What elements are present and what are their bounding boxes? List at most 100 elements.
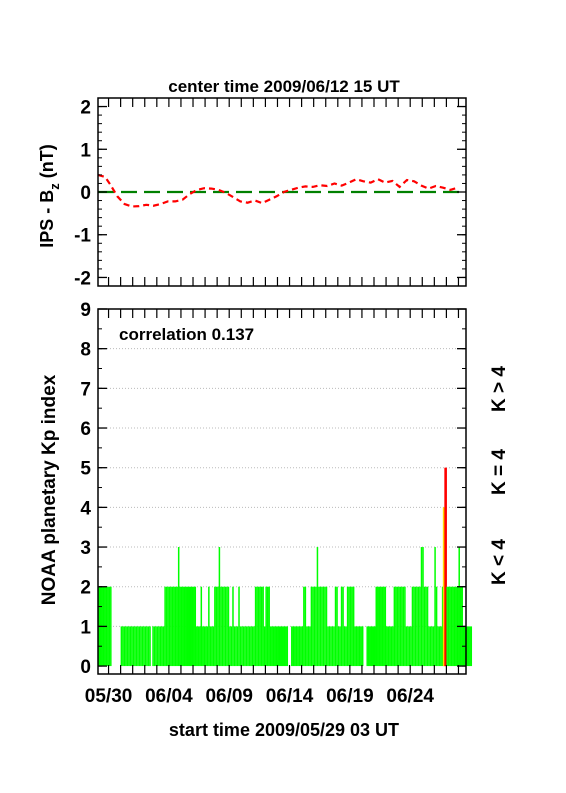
kp-bar [269,626,272,667]
kp-bar [346,586,349,667]
kp-bar [343,626,346,667]
kp-bar [405,626,408,667]
kp-bar [387,626,390,667]
kp-bar [179,586,181,667]
kp-bar [399,586,402,667]
kp-ytick-label: 3 [80,538,91,559]
kp-bar [437,626,439,667]
kp-bar [378,586,381,667]
kp-xtick-label: 06/24 [386,686,434,707]
kp-bar [229,626,231,667]
kp-bar [345,626,347,667]
top-ylabel-subscript: z [47,183,62,190]
kp-bar [146,626,148,667]
kp-bar [297,626,299,667]
kp-bar [422,547,424,667]
kp-bar [367,626,370,667]
kp-xtick-label: 05/30 [85,686,133,707]
kp-bar [300,626,302,667]
correlation-annotation: correlation 0.137 [119,325,254,344]
kp-bar [458,547,460,667]
kp-bar [247,626,249,667]
kp-bar [466,626,468,667]
kp-bar [438,626,441,667]
bottom-plot-area: 0 1 2 3 4 5 6 7 8 9 05/30 06/04 06/09 06/14 06/19 06/24 [80,300,473,707]
top-ytick-label: -2 [74,268,91,289]
kp-bar [197,626,200,667]
kp-bar [153,626,156,667]
kp-bar [277,626,279,667]
kp-ytick-label: 4 [80,498,91,519]
kp-bar [135,626,138,667]
kp-bar [440,626,442,667]
kp-bar [272,626,275,667]
kp-bar [245,626,248,667]
kp-bar [120,626,123,667]
kp-bar [370,626,373,667]
kp-bar [174,586,177,667]
kp-bar [152,626,154,667]
kp-bar [132,626,135,667]
kp-bar [200,586,203,667]
kp-bar [131,626,133,667]
kp-bar [416,586,418,667]
kp-bar [469,626,471,667]
kp-bar [147,626,150,667]
kp-bar [291,626,293,667]
kp-bar [295,626,298,667]
kp-bar [428,626,430,667]
kp-bar [248,626,251,667]
kp-bar [156,626,159,667]
kp-bar [107,586,109,667]
kp-bar [161,626,163,667]
kp-bar [310,586,313,667]
kp-bar [321,586,323,667]
kp-bar [384,586,387,667]
kp-ylabel: NOAA planetary Kp index [39,374,60,605]
kp-bar [144,626,147,667]
kp-bar [263,626,266,667]
kp-bar [143,626,145,667]
kp-bar [266,586,269,667]
kp-bar [386,626,388,667]
kp-bar [239,626,242,667]
kp-bar [217,586,219,667]
kp-bar [390,626,393,667]
kp-bar [354,626,356,667]
kp-bar [196,626,198,667]
kp-bar [452,586,454,667]
kp-bar [278,626,281,667]
kp-bar [238,586,240,667]
top-ytick-label: 2 [80,98,91,119]
kp-bar [410,626,412,667]
kp-bar [149,626,151,667]
kp-ytick-label: 2 [80,578,91,599]
kp-bar [199,626,201,667]
kp-bar [138,626,141,667]
kp-bar [340,586,343,667]
kp-bar [441,586,444,667]
kp-bar [306,626,308,667]
kp-bar [420,547,423,667]
kp-bar [159,626,162,667]
kp-ytick-label: 0 [80,657,91,678]
top-ylabel-unit: (nT) [37,144,57,183]
kp-ytick-label: 7 [80,379,91,400]
kp-bar [432,626,435,667]
kp-ytick-label: 5 [80,459,91,480]
kp-bar [349,586,352,667]
kp-bar [334,586,337,667]
kp-bar [203,626,206,667]
kp-bar [309,626,311,667]
kp-bar [294,626,296,667]
kp-bar [253,626,255,667]
kp-bar [375,586,378,667]
top-ylabel-main: IPS - B [37,190,57,248]
kp-bar [330,626,332,667]
kp-bar [167,586,169,667]
kp-bar [170,586,172,667]
kp-bar [260,586,263,667]
kp-bar [407,626,409,667]
kp-bar [186,586,189,667]
kp-bar [221,586,224,667]
